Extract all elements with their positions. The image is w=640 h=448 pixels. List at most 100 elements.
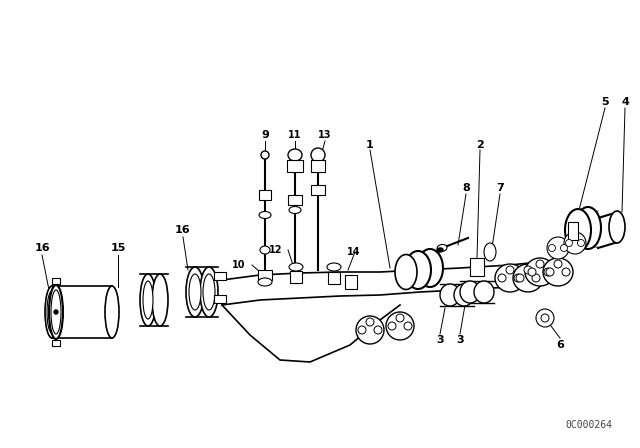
Text: 16: 16 — [175, 225, 191, 235]
Text: 15: 15 — [110, 243, 125, 253]
Ellipse shape — [356, 316, 384, 344]
Text: 6: 6 — [556, 340, 564, 350]
FancyBboxPatch shape — [345, 275, 357, 289]
Ellipse shape — [49, 296, 55, 328]
Ellipse shape — [554, 260, 562, 268]
Text: 7: 7 — [496, 183, 504, 193]
FancyBboxPatch shape — [52, 286, 112, 338]
FancyBboxPatch shape — [470, 258, 484, 276]
Text: 2: 2 — [476, 140, 484, 150]
Ellipse shape — [45, 286, 59, 338]
Ellipse shape — [327, 263, 341, 271]
Ellipse shape — [259, 211, 271, 219]
Ellipse shape — [513, 264, 543, 292]
Ellipse shape — [548, 245, 556, 251]
Text: 3: 3 — [436, 335, 444, 345]
Text: 3: 3 — [456, 335, 464, 345]
Ellipse shape — [506, 266, 514, 274]
Text: 4: 4 — [621, 97, 629, 107]
FancyBboxPatch shape — [311, 185, 325, 195]
Ellipse shape — [189, 274, 201, 310]
Ellipse shape — [289, 263, 303, 271]
FancyBboxPatch shape — [568, 222, 578, 240]
Ellipse shape — [51, 290, 61, 334]
Ellipse shape — [49, 285, 63, 339]
Ellipse shape — [561, 245, 568, 251]
Text: 8: 8 — [462, 183, 470, 193]
FancyBboxPatch shape — [288, 195, 302, 205]
Ellipse shape — [405, 251, 431, 289]
Ellipse shape — [386, 312, 414, 340]
Ellipse shape — [260, 246, 270, 254]
Ellipse shape — [575, 207, 601, 249]
Ellipse shape — [562, 268, 570, 276]
Ellipse shape — [474, 281, 494, 303]
Ellipse shape — [525, 258, 555, 286]
Ellipse shape — [484, 243, 496, 261]
Ellipse shape — [47, 291, 57, 333]
FancyBboxPatch shape — [52, 278, 60, 284]
Ellipse shape — [528, 268, 536, 276]
Ellipse shape — [514, 274, 522, 282]
Text: 10: 10 — [232, 260, 245, 270]
Ellipse shape — [311, 148, 325, 162]
Ellipse shape — [460, 281, 480, 303]
Text: 13: 13 — [318, 130, 332, 140]
Ellipse shape — [541, 314, 549, 322]
FancyBboxPatch shape — [258, 270, 272, 280]
Ellipse shape — [543, 258, 573, 286]
Ellipse shape — [374, 326, 382, 334]
FancyBboxPatch shape — [214, 295, 226, 303]
Ellipse shape — [388, 322, 396, 330]
Text: 9: 9 — [261, 130, 269, 140]
Ellipse shape — [358, 326, 366, 334]
Ellipse shape — [417, 249, 443, 287]
FancyBboxPatch shape — [52, 340, 60, 346]
Ellipse shape — [566, 240, 573, 246]
Ellipse shape — [547, 237, 569, 259]
Ellipse shape — [536, 260, 544, 268]
Ellipse shape — [498, 274, 506, 282]
Ellipse shape — [524, 266, 532, 274]
Ellipse shape — [440, 284, 460, 306]
Text: 14: 14 — [346, 247, 360, 257]
Ellipse shape — [152, 274, 168, 326]
Text: 12: 12 — [269, 245, 282, 255]
Ellipse shape — [200, 267, 218, 317]
FancyBboxPatch shape — [214, 272, 226, 280]
FancyBboxPatch shape — [328, 272, 340, 284]
Text: 1: 1 — [366, 140, 374, 150]
Ellipse shape — [203, 274, 215, 310]
Ellipse shape — [437, 245, 447, 252]
FancyBboxPatch shape — [287, 160, 303, 172]
Ellipse shape — [536, 309, 554, 327]
Ellipse shape — [404, 322, 412, 330]
Text: 5: 5 — [601, 97, 609, 107]
Ellipse shape — [454, 284, 474, 306]
Ellipse shape — [395, 254, 417, 289]
Ellipse shape — [261, 151, 269, 159]
Ellipse shape — [546, 268, 554, 276]
Ellipse shape — [140, 274, 156, 326]
Ellipse shape — [577, 240, 584, 246]
Ellipse shape — [366, 318, 374, 326]
FancyBboxPatch shape — [259, 190, 271, 200]
Ellipse shape — [437, 248, 443, 252]
Ellipse shape — [532, 274, 540, 282]
Ellipse shape — [143, 281, 153, 319]
Ellipse shape — [544, 268, 552, 276]
Text: 0C000264: 0C000264 — [565, 420, 612, 430]
Ellipse shape — [105, 286, 119, 338]
Text: 16: 16 — [34, 243, 50, 253]
Ellipse shape — [289, 207, 301, 214]
FancyBboxPatch shape — [290, 271, 302, 283]
Ellipse shape — [609, 211, 625, 243]
Ellipse shape — [565, 209, 591, 251]
FancyBboxPatch shape — [311, 160, 325, 172]
Ellipse shape — [54, 310, 58, 314]
Ellipse shape — [258, 278, 272, 286]
Ellipse shape — [495, 264, 525, 292]
Ellipse shape — [516, 274, 524, 282]
Ellipse shape — [396, 314, 404, 322]
Ellipse shape — [186, 267, 204, 317]
